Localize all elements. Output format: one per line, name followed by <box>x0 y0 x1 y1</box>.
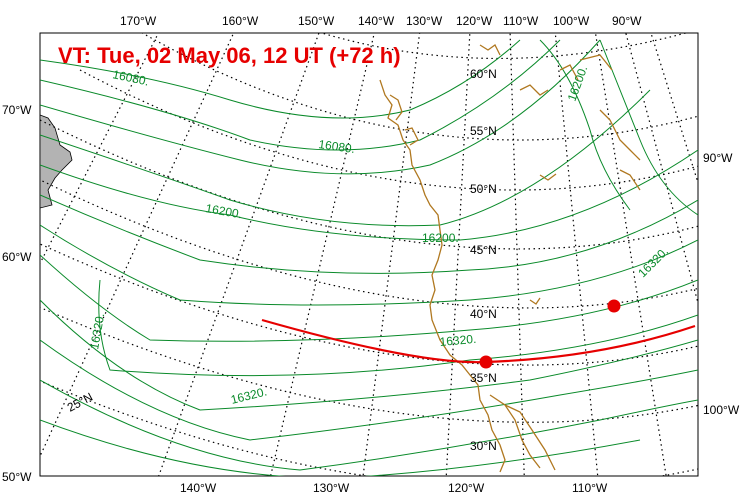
lat-label: 55°N <box>470 124 497 138</box>
lon-label: 130°W <box>406 14 443 28</box>
lon-label: 170°W <box>120 14 157 28</box>
lon-label: 50°W <box>2 470 32 484</box>
right-lon-labels: 90°W 100°W <box>703 151 740 417</box>
lon-label: 60°W <box>2 250 32 264</box>
valid-time-title: VT: Tue, 02 May 06, 12 UT (+72 h) <box>58 43 401 68</box>
top-lon-labels: 170°W 160°W 150°W 140°W 130°W 120°W 110°… <box>120 14 642 28</box>
lon-label: 150°W <box>298 14 335 28</box>
lon-label: 120°W <box>456 14 493 28</box>
contour-label: 16320. <box>439 332 477 349</box>
contour-label: 16320. <box>87 312 107 351</box>
lon-label: 140°W <box>180 481 217 495</box>
meridian-lines <box>40 33 698 476</box>
lon-label: 90°W <box>612 14 642 28</box>
left-lon-labels: 70°W 60°W 50°W <box>2 103 32 484</box>
lon-label: 110°W <box>572 481 608 495</box>
lat-label: 35°N <box>470 371 497 385</box>
contour-label: 16200. <box>204 201 243 221</box>
lon-label: 100°W <box>703 403 740 417</box>
coastline <box>379 44 641 473</box>
plot-border <box>39 32 699 477</box>
lat-label: 60°N <box>470 67 497 81</box>
lon-label: 120°W <box>448 481 485 495</box>
lat-label: 40°N <box>470 307 497 321</box>
lon-label: 90°W <box>703 151 733 165</box>
lat-label: 30°N <box>470 439 497 453</box>
height-contours <box>40 39 698 476</box>
lon-label: 130°W <box>313 481 350 495</box>
lon-label: 110°W <box>503 14 539 28</box>
lon-label: 100°W <box>553 14 590 28</box>
lon-label: 160°W <box>222 14 259 28</box>
latitude-labels: 60°N 55°N 50°N 45°N 40°N 35°N 30°N 25°N <box>65 67 497 453</box>
track-marker-2 <box>607 299 621 313</box>
bottom-lon-labels: 140°W 130°W 120°W 110°W <box>180 481 608 495</box>
lat-label: 45°N <box>470 243 497 257</box>
lon-label: 70°W <box>2 103 32 117</box>
lon-label: 140°W <box>358 14 395 28</box>
contour-label: 16200. <box>422 231 459 245</box>
track-marker-1 <box>479 355 493 369</box>
lat-label: 50°N <box>470 182 497 196</box>
contour-label: 16080. <box>318 137 356 156</box>
